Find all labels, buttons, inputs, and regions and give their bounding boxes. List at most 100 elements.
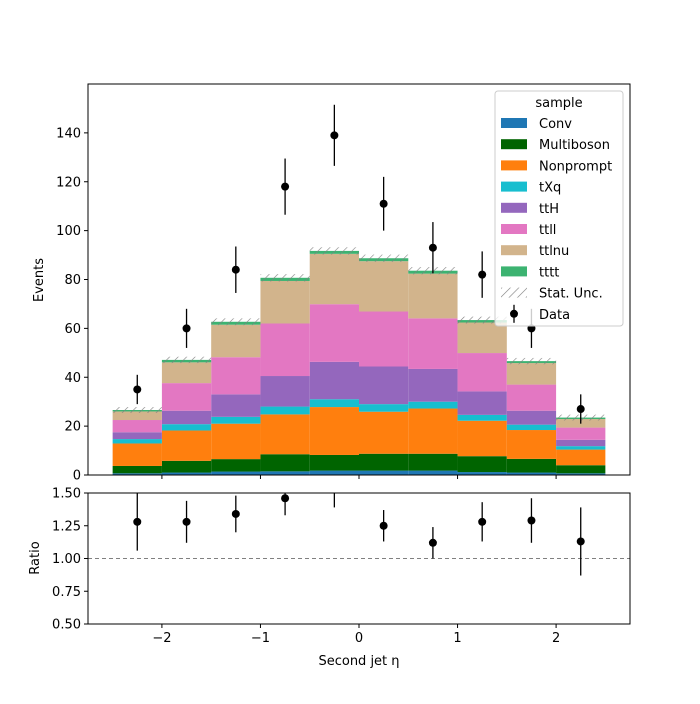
- data-point-4: [330, 131, 339, 140]
- bar-nonprompt-5: [359, 411, 409, 454]
- legend-label-ttlnu: ttlnu: [539, 244, 569, 259]
- bar-ttlnu-8: [506, 363, 557, 385]
- legend-swatch-stat-unc: [501, 287, 527, 298]
- bar-ttll-7: [457, 353, 507, 392]
- bar-ttll-9: [556, 427, 606, 440]
- ratio-point-2: [231, 509, 240, 518]
- x-axis-label: Second jet η: [318, 654, 399, 669]
- data-point-5: [379, 199, 388, 208]
- legend: sample Conv Multiboson Nonprompt tXq ttH ttll t…: [494, 90, 624, 327]
- ratio-point-1: [182, 517, 191, 526]
- bar-conv-2: [211, 471, 261, 475]
- ratio-ytick-label: 1.25: [52, 519, 81, 534]
- ratio-ytick-label: 0.50: [52, 618, 81, 633]
- bar-nonprompt-6: [408, 408, 458, 454]
- bar-tth-6: [408, 368, 458, 402]
- legend-label-stat-unc: Stat. Unc.: [539, 287, 603, 302]
- legend-swatch-tth: [501, 202, 527, 213]
- bar-txq-5: [359, 404, 409, 412]
- bar-txq-7: [457, 414, 507, 421]
- legend-label-tttt: tttt: [539, 265, 559, 280]
- ratio-point-4: [330, 482, 338, 490]
- stat-unc-band-4: [309, 247, 359, 255]
- bar-multiboson-0: [112, 465, 162, 474]
- legend-swatch-nonprompt: [501, 160, 527, 171]
- legend-swatch-ttll: [501, 224, 527, 234]
- bar-multiboson-9: [556, 465, 606, 474]
- bar-nonprompt-4: [309, 407, 359, 455]
- ratio-ytick-label: 0.75: [52, 585, 81, 600]
- stat-unc-band-3: [260, 274, 310, 282]
- data-point-7: [478, 270, 487, 279]
- main-ytick-label: 0: [73, 469, 81, 484]
- stacked-bars: [112, 250, 606, 475]
- legend-label-ttll: ttll: [539, 223, 556, 238]
- main-y-ticks: 0 20 40 60 80 100 120 140: [56, 126, 88, 484]
- bar-tth-4: [309, 361, 359, 400]
- bar-txq-2: [211, 416, 261, 424]
- bar-txq-1: [161, 424, 212, 431]
- data-point-6: [428, 243, 437, 252]
- stat-unc-band-8: [506, 357, 557, 365]
- bar-ttlnu-7: [457, 322, 507, 354]
- legend-swatch-txq: [501, 181, 527, 192]
- bar-tth-8: [506, 410, 557, 425]
- legend-swatch-data: [510, 309, 518, 318]
- bar-multiboson-3: [260, 454, 310, 472]
- bar-ttll-8: [506, 384, 557, 411]
- bar-ttll-5: [359, 311, 409, 367]
- ratio-axes-frame: [87, 492, 631, 625]
- ratio-panel: 0.50 0.75 1.00 1.25 1.50 −2 −1 0 1 2 Ratio Secon…: [28, 482, 631, 669]
- main-y-axis-label: Events: [32, 258, 47, 302]
- ratio-point-6: [428, 538, 437, 547]
- bar-ttll-0: [112, 420, 162, 433]
- bar-ttll-2: [211, 357, 261, 395]
- bar-conv-4: [309, 470, 359, 475]
- main-x-ticks: [161, 475, 557, 479]
- main-ytick-label: 80: [64, 273, 81, 288]
- bar-conv-3: [260, 471, 310, 475]
- main-ytick-label: 60: [64, 322, 81, 337]
- bar-nonprompt-3: [260, 414, 310, 455]
- bar-tth-2: [211, 394, 261, 417]
- bar-ttlnu-6: [408, 273, 458, 319]
- bar-multiboson-4: [309, 454, 359, 471]
- bar-tth-7: [457, 391, 507, 415]
- legend-label-nonprompt: Nonprompt: [539, 159, 612, 174]
- bar-nonprompt-7: [457, 420, 507, 457]
- main-panel: 0 20 40 60 80 100 120 140 Events sample Conv Mult…: [32, 83, 631, 484]
- bar-multiboson-1: [161, 460, 212, 473]
- bar-multiboson-8: [506, 458, 557, 473]
- legend-label-multiboson: Multiboson: [539, 138, 610, 153]
- stat-unc-band-7: [457, 316, 507, 324]
- legend-label-data: Data: [539, 308, 570, 323]
- bar-nonprompt-2: [211, 423, 261, 460]
- ratio-ytick-label: 1.00: [52, 552, 81, 567]
- data-point-2: [231, 265, 240, 274]
- stat-unc-band-2: [211, 318, 261, 326]
- ratio-y-axis-label: Ratio: [28, 541, 43, 574]
- bar-ttlnu-1: [161, 362, 212, 384]
- bar-conv-1: [161, 472, 212, 475]
- bar-ttlnu-3: [260, 280, 310, 324]
- bar-multiboson-7: [457, 456, 507, 473]
- bar-txq-0: [112, 439, 162, 444]
- ratio-point-7: [478, 517, 487, 526]
- legend-title: sample: [535, 96, 582, 111]
- legend-swatch-multiboson: [501, 139, 527, 150]
- bar-ttlnu-0: [112, 411, 162, 421]
- legend-label-conv: Conv: [539, 117, 572, 132]
- bar-tth-5: [359, 366, 409, 405]
- legend-swatch-conv: [501, 118, 527, 128]
- ratio-xtick-label: 2: [552, 631, 560, 646]
- main-ytick-label: 40: [64, 371, 81, 386]
- data-point-0: [133, 385, 142, 394]
- main-ytick-label: 140: [56, 126, 81, 141]
- legend-label-txq: tXq: [539, 181, 561, 196]
- bar-tth-3: [260, 376, 310, 407]
- data-point-9: [576, 405, 585, 414]
- ratio-point-5: [379, 521, 388, 530]
- bar-conv-8: [506, 472, 557, 475]
- data-point-3: [281, 182, 290, 191]
